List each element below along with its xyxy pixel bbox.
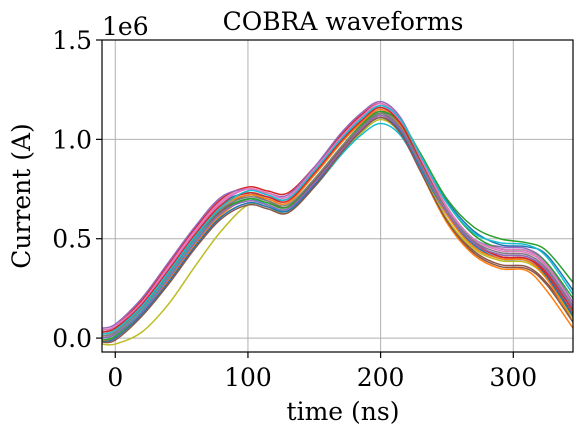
x-tick-label: 200 (357, 363, 405, 392)
y-axis-label: Current (A) (7, 123, 36, 269)
x-tick-label: 300 (489, 363, 537, 392)
waveform-line-17 (102, 102, 573, 331)
series-group (102, 100, 573, 346)
waveform-line-16 (102, 116, 573, 344)
x-axis-label: time (ns) (287, 397, 400, 426)
waveform-line-15 (102, 114, 573, 339)
plot-frame (101, 39, 574, 353)
y-tick-label: 1.5 (52, 26, 92, 55)
waveform-line-18 (102, 112, 573, 337)
x-tick-label: 100 (224, 363, 272, 392)
chart-title: COBRA waveforms (223, 7, 464, 36)
y-tick-label: 1.0 (52, 125, 92, 154)
waveform-line-14 (102, 106, 573, 333)
y-tick-label: 0.0 (52, 324, 92, 353)
series-lines (102, 100, 573, 346)
waveform-line-19 (102, 104, 573, 335)
y-tick-label: 0.5 (52, 225, 92, 254)
axis-ticks: 0 100 200 300 0.0 0.5 1.0 1.5 (52, 26, 537, 392)
x-tick-label: 0 (107, 363, 123, 392)
y-offset-label: 1e6 (102, 12, 149, 41)
